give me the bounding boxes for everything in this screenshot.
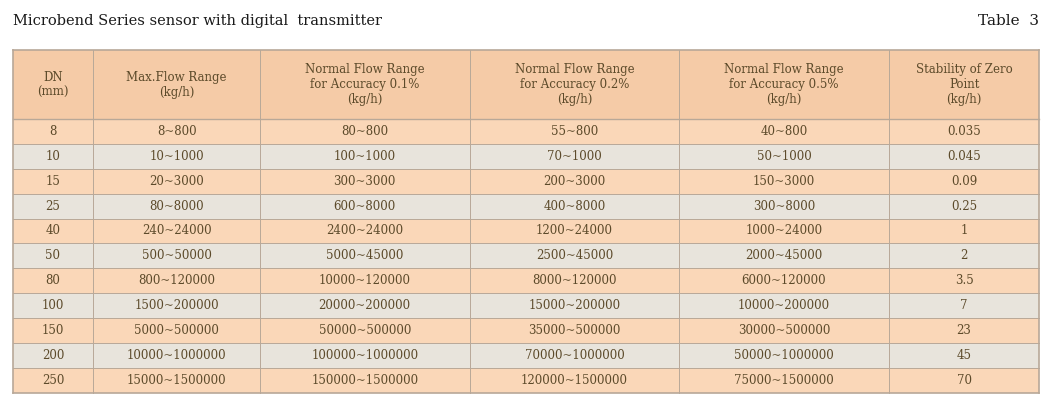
Text: 70~1000: 70~1000 xyxy=(547,150,602,163)
Text: 500~50000: 500~50000 xyxy=(142,249,211,262)
Text: 23: 23 xyxy=(956,324,972,337)
Text: 8: 8 xyxy=(49,125,57,138)
Text: 2000~45000: 2000~45000 xyxy=(746,249,823,262)
Text: 240~24000: 240~24000 xyxy=(142,224,211,237)
Text: 5000~45000: 5000~45000 xyxy=(326,249,403,262)
Text: 50000~1000000: 50000~1000000 xyxy=(734,349,834,362)
Text: 80: 80 xyxy=(45,274,60,287)
Text: 10: 10 xyxy=(45,150,60,163)
Text: Normal Flow Range
for Accuracy 0.1%
(kg/h): Normal Flow Range for Accuracy 0.1% (kg/… xyxy=(305,63,425,106)
Text: 20~3000: 20~3000 xyxy=(149,174,204,188)
Text: 2400~24000: 2400~24000 xyxy=(326,224,403,237)
Text: 1000~24000: 1000~24000 xyxy=(746,224,823,237)
Text: 10~1000: 10~1000 xyxy=(149,150,204,163)
Text: 6000~120000: 6000~120000 xyxy=(742,274,826,287)
Text: 400~8000: 400~8000 xyxy=(543,199,606,212)
Text: 120000~1500000: 120000~1500000 xyxy=(521,374,628,387)
Text: 30000~500000: 30000~500000 xyxy=(737,324,830,337)
Text: 70000~1000000: 70000~1000000 xyxy=(525,349,624,362)
Text: 0.25: 0.25 xyxy=(951,199,977,212)
Text: 600~8000: 600~8000 xyxy=(333,199,396,212)
Text: 45: 45 xyxy=(956,349,972,362)
Text: 15000~200000: 15000~200000 xyxy=(528,299,621,312)
Text: 7: 7 xyxy=(960,299,968,312)
Text: 75000~1500000: 75000~1500000 xyxy=(734,374,834,387)
Text: 150000~1500000: 150000~1500000 xyxy=(311,374,419,387)
Text: 3.5: 3.5 xyxy=(955,274,973,287)
Text: 5000~500000: 5000~500000 xyxy=(135,324,219,337)
Text: 0.09: 0.09 xyxy=(951,174,977,188)
Text: Normal Flow Range
for Accuracy 0.2%
(kg/h): Normal Flow Range for Accuracy 0.2% (kg/… xyxy=(514,63,634,106)
Text: 1500~200000: 1500~200000 xyxy=(135,299,219,312)
Text: 70: 70 xyxy=(956,374,972,387)
Text: 150: 150 xyxy=(42,324,64,337)
Text: 50~1000: 50~1000 xyxy=(756,150,811,163)
Text: 2500~45000: 2500~45000 xyxy=(535,249,613,262)
Text: 50: 50 xyxy=(45,249,60,262)
Text: Stability of Zero
Point
(kg/h): Stability of Zero Point (kg/h) xyxy=(915,63,1012,106)
Text: 20000~200000: 20000~200000 xyxy=(319,299,410,312)
Text: 0.035: 0.035 xyxy=(947,125,982,138)
Text: 80~800: 80~800 xyxy=(341,125,388,138)
Text: 200~3000: 200~3000 xyxy=(543,174,606,188)
Text: Normal Flow Range
for Accuracy 0.5%
(kg/h): Normal Flow Range for Accuracy 0.5% (kg/… xyxy=(724,63,844,106)
Text: 10000~1000000: 10000~1000000 xyxy=(127,349,226,362)
Text: 800~120000: 800~120000 xyxy=(138,274,215,287)
Text: 1: 1 xyxy=(960,224,968,237)
Text: 10000~120000: 10000~120000 xyxy=(319,274,410,287)
Text: 300~3000: 300~3000 xyxy=(333,174,396,188)
Text: DN
(mm): DN (mm) xyxy=(37,71,68,99)
Text: 1200~24000: 1200~24000 xyxy=(535,224,613,237)
Text: 40: 40 xyxy=(45,224,60,237)
Text: 100000~1000000: 100000~1000000 xyxy=(311,349,419,362)
Text: Table  3: Table 3 xyxy=(978,14,1039,28)
Text: 15: 15 xyxy=(45,174,60,188)
Text: Microbend Series sensor with digital  transmitter: Microbend Series sensor with digital tra… xyxy=(13,14,382,28)
Text: 250: 250 xyxy=(42,374,64,387)
Text: 50000~500000: 50000~500000 xyxy=(319,324,411,337)
Text: 40~800: 40~800 xyxy=(761,125,808,138)
Text: 100: 100 xyxy=(42,299,64,312)
Text: 300~8000: 300~8000 xyxy=(753,199,815,212)
Text: Max.Flow Range
(kg/h): Max.Flow Range (kg/h) xyxy=(126,71,227,99)
Text: 8~800: 8~800 xyxy=(157,125,197,138)
Text: 0.045: 0.045 xyxy=(947,150,982,163)
Text: 25: 25 xyxy=(45,199,60,212)
Text: 35000~500000: 35000~500000 xyxy=(528,324,621,337)
Text: 80~8000: 80~8000 xyxy=(149,199,204,212)
Text: 55~800: 55~800 xyxy=(551,125,598,138)
Text: 8000~120000: 8000~120000 xyxy=(532,274,616,287)
Text: 200: 200 xyxy=(42,349,64,362)
Text: 100~1000: 100~1000 xyxy=(333,150,396,163)
Text: 2: 2 xyxy=(960,249,968,262)
Text: 15000~1500000: 15000~1500000 xyxy=(127,374,226,387)
Text: 150~3000: 150~3000 xyxy=(753,174,815,188)
Text: 10000~200000: 10000~200000 xyxy=(737,299,830,312)
